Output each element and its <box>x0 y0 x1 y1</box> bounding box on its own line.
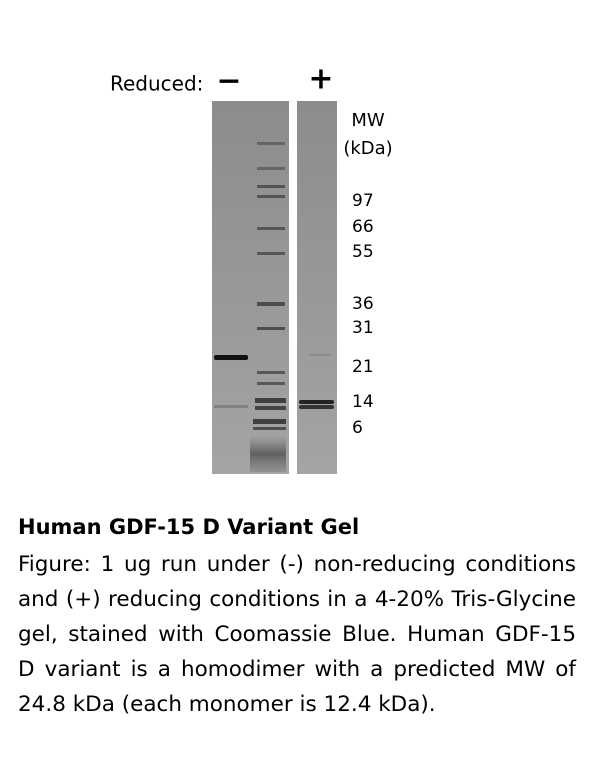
mw-label: MW <box>351 110 385 131</box>
gel-lane-1 <box>212 101 289 474</box>
reduced-label: Reduced: <box>110 72 203 96</box>
marker-label: 21 <box>352 357 374 377</box>
gel-figure: Reduced: − + MW (kDa) 97 66 55 36 31 21 14 6 <box>110 62 393 474</box>
faint-band <box>310 354 330 356</box>
marker-label: 97 <box>352 191 374 211</box>
marker-label: 31 <box>352 318 374 338</box>
gel-lane-2 <box>297 101 337 474</box>
caption-text: Figure: 1 ug run under (-) non-reducing … <box>18 552 576 717</box>
marker-label: 6 <box>352 418 363 438</box>
dimer-band <box>214 355 248 360</box>
marker-label: 55 <box>352 242 374 262</box>
marker-label: 14 <box>352 392 374 412</box>
faint-band <box>214 405 248 408</box>
lane-label: − <box>216 64 241 99</box>
caption-title: Human GDF-15 D Variant Gel <box>18 515 360 539</box>
marker-label: 36 <box>352 294 374 314</box>
mw-unit: (kDa) <box>343 138 392 159</box>
marker-bands <box>250 142 286 472</box>
marker-labels: 97 66 55 36 31 21 14 6 <box>352 191 374 438</box>
marker-label: 66 <box>352 217 374 237</box>
monomer-band <box>299 400 334 404</box>
lane-label: + <box>308 62 333 97</box>
monomer-band <box>299 405 334 409</box>
